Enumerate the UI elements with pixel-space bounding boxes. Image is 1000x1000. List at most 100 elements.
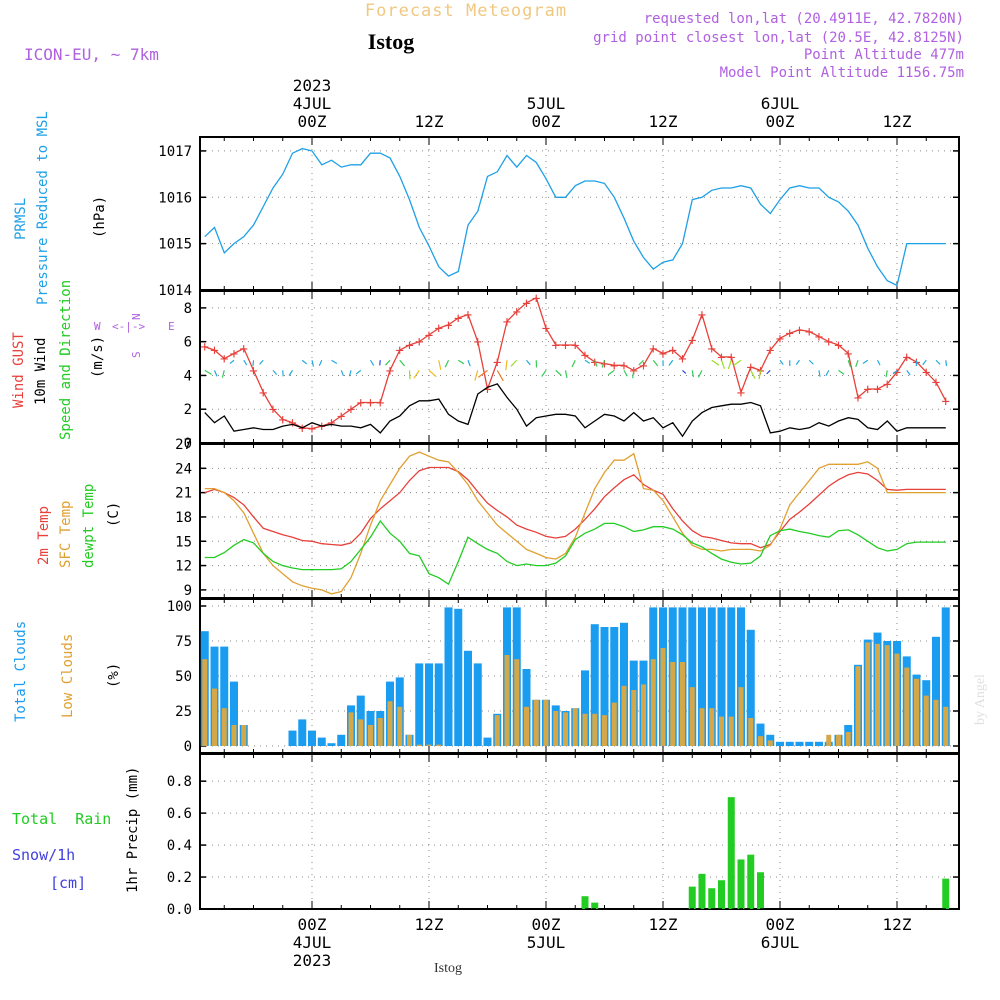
ytick-label: 9 [184, 583, 192, 599]
total-cloud-bar [464, 650, 472, 746]
gust-marker: + [552, 338, 560, 354]
low-cloud-bar [826, 734, 832, 746]
total-cloud-bar [425, 663, 433, 746]
low-cloud-bar [397, 706, 403, 746]
low-cloud-bar [407, 734, 412, 746]
low-cloud-bar [416, 744, 422, 746]
sfc-temp-label: SFC Temp [58, 501, 74, 568]
wind-arrow [885, 370, 888, 378]
total-cloud-bar [230, 681, 238, 746]
low-cloud-bar [387, 701, 393, 746]
low-cloud-bar [670, 662, 676, 746]
wind-arrow [862, 359, 869, 364]
gust-marker: + [581, 348, 589, 364]
total-cloud-bar [434, 663, 443, 746]
low-cloud-bar [719, 716, 724, 746]
low-cloud-bar [660, 648, 666, 746]
rain-bar [591, 902, 599, 909]
bottom-day-label: 4JUL [293, 933, 332, 952]
total-cloud-bar [717, 607, 726, 746]
gust-marker: + [893, 365, 901, 381]
ytick-label: 0.4 [167, 838, 192, 854]
low-cloud-bar [426, 744, 432, 746]
total-cloud-bar [805, 741, 814, 746]
top-day-label: 4JUL [293, 94, 332, 113]
rain-bar [727, 797, 735, 909]
gust-marker: + [737, 385, 745, 401]
wind-arrow [935, 359, 941, 365]
gust-marker: + [591, 355, 599, 371]
ytick-label: 27 [175, 437, 192, 453]
low-cloud-bar [894, 653, 900, 746]
ytick-label: 24 [175, 461, 192, 477]
gust-marker: + [220, 352, 228, 368]
wind-arrow [272, 369, 278, 375]
wind-arrow [438, 360, 442, 370]
gust-marker: + [639, 358, 647, 374]
cloud-unit: (%) [106, 663, 122, 688]
gust-marker: + [464, 308, 472, 324]
pressure-line [204, 147, 946, 287]
wind-arrow [474, 370, 479, 381]
gust-marker: + [454, 311, 462, 327]
wind-arrow [399, 359, 405, 367]
top-tick-label: 12Z [883, 112, 912, 131]
low-cloud-bar [738, 687, 744, 746]
dewpt-line [204, 519, 946, 586]
low-cloud-bar [933, 699, 939, 746]
low-cloud-bar [631, 690, 637, 746]
gust-marker: + [230, 346, 238, 362]
gust-marker: + [493, 355, 501, 371]
gust-marker: + [708, 341, 716, 357]
gust-marker: + [483, 382, 491, 398]
panel-frame [199, 443, 960, 599]
total-cloud-bar [288, 730, 297, 746]
ytick-label: 12 [175, 559, 192, 575]
super-title: Forecast Meteogram [365, 1, 567, 21]
total-cloud-bar [600, 627, 609, 746]
top-tick-label: 00Z [766, 112, 795, 131]
rain-bar [737, 859, 745, 909]
gust-marker: + [688, 333, 696, 349]
top-tick-label: 12Z [415, 112, 444, 131]
gust-marker: + [854, 390, 862, 406]
low-cloud-bar [904, 667, 910, 746]
gust-marker: + [327, 416, 335, 432]
gust-marker: + [669, 343, 677, 359]
gust-marker: + [649, 341, 657, 357]
wind-arrow [428, 369, 437, 378]
total-cloud-bar [737, 607, 745, 746]
rain-bar [581, 896, 589, 909]
gust-marker: + [474, 335, 482, 351]
low-cloud-bar [865, 642, 871, 746]
total-cloud-bar [590, 624, 599, 746]
wind-arrow [204, 369, 212, 375]
gust-marker: + [298, 421, 306, 437]
bottom-day-label: 6JUL [761, 933, 800, 952]
total-cloud-bar [698, 607, 706, 746]
low-cloud-bar [914, 678, 919, 746]
wind-arrow [384, 359, 391, 366]
ytick-label: 25 [175, 704, 192, 720]
total-cloud-bar [932, 636, 940, 746]
wind-arrow [259, 359, 264, 365]
wind-arrow [922, 359, 927, 366]
pressure-subtitle: Pressure Reduced to MSL [35, 111, 51, 305]
wind-arrow [564, 370, 568, 379]
t2m-line [204, 466, 946, 549]
total-cloud-bar [795, 741, 804, 746]
total-cloud-bar [620, 622, 628, 746]
bottom-tick-label: 00Z [298, 915, 327, 934]
wind-arrow [892, 369, 898, 375]
gust-marker: + [386, 363, 394, 379]
bottom-year-label: 2023 [293, 951, 332, 970]
wind-arrow [541, 370, 547, 377]
ytick-label: 0.8 [167, 774, 192, 790]
rain-bar [718, 880, 725, 909]
wind-arrow [766, 369, 771, 375]
wind-arrow [331, 359, 338, 364]
low-cloud-bar [923, 695, 929, 746]
requested-lonlat: requested lon,lat (20.4911E, 42.7820N) [644, 11, 964, 27]
